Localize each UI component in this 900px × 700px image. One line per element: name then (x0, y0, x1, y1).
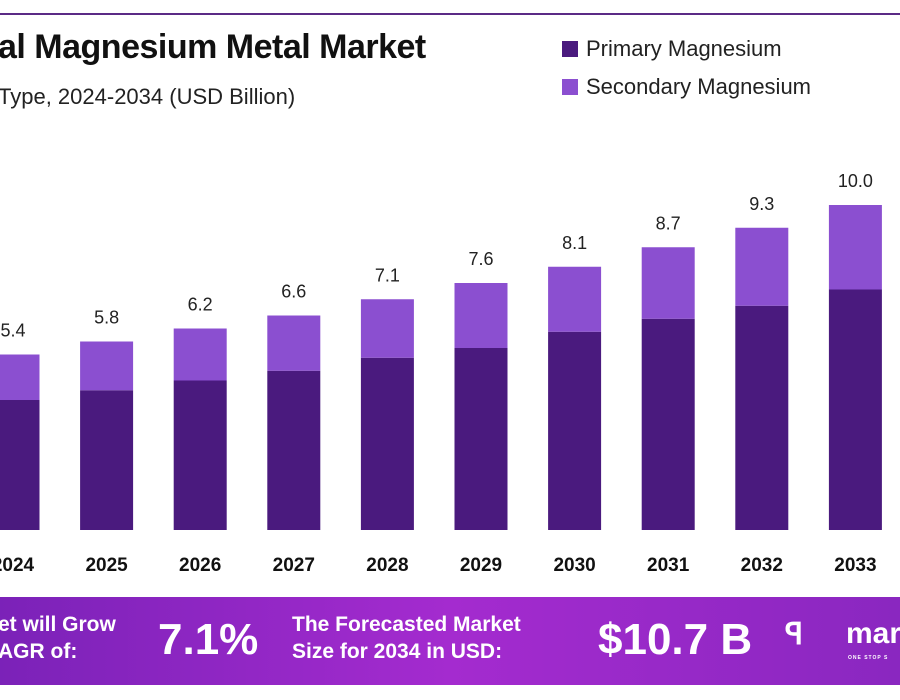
top-divider (0, 13, 900, 15)
x-tick-2025: 2025 (85, 555, 128, 576)
x-tick-2028: 2028 (366, 555, 408, 576)
bar-primary-2033 (828, 289, 882, 530)
data-label-2025: 5.8 (94, 308, 119, 328)
x-tick-2033: 2033 (834, 555, 876, 576)
bar-secondary-2031 (641, 247, 695, 319)
logo-text: mar (846, 617, 900, 650)
bar-primary-2032 (735, 305, 789, 530)
bar-secondary-2025 (80, 341, 134, 391)
chart-title: al Magnesium Metal Market (0, 28, 426, 66)
bar-secondary-2030 (548, 266, 602, 332)
cagr-value: 7.1% (158, 615, 259, 664)
forecast-label: The Forecasted Market Size for 2034 in US… (292, 613, 521, 663)
x-tick-2029: 2029 (460, 555, 502, 576)
bar-primary-2029 (454, 348, 508, 530)
data-label-2032: 9.3 (749, 194, 774, 214)
x-tick-2024: 2024 (0, 555, 35, 576)
logo-icon: ꟼ (785, 618, 804, 651)
data-label-2029: 7.6 (468, 249, 493, 269)
data-label-2026: 6.2 (188, 295, 213, 315)
legend-swatch-secondary (562, 79, 578, 95)
bar-primary-2024 (0, 400, 40, 530)
bar-secondary-2024 (0, 354, 40, 400)
forecast-value: $10.7 B (598, 615, 753, 664)
x-tick-2030: 2030 (553, 555, 595, 576)
legend-label-secondary: Secondary Magnesium (586, 74, 812, 99)
bar-chart: 5.4 2024 5.8 2025 6.2 2026 6.6 2027 7.1 2028 7.6 20… (0, 171, 882, 576)
bar-secondary-2026 (173, 328, 227, 381)
legend-swatch-primary (562, 41, 578, 57)
bar-primary-2028 (360, 357, 414, 530)
legend: Primary Magnesium Secondary Magnesium (562, 30, 811, 106)
growth-label: et will Grow AGR of: (0, 613, 116, 663)
bar-secondary-2027 (267, 315, 321, 371)
bar-secondary-2029 (454, 283, 508, 348)
data-label-2031: 8.7 (656, 213, 681, 233)
x-tick-2032: 2032 (741, 555, 783, 576)
legend-item-primary: Primary Magnesium (562, 30, 811, 68)
x-tick-2026: 2026 (179, 555, 221, 576)
summary-banner: et will Grow AGR of: 7.1% The Forecasted … (0, 597, 900, 685)
x-tick-2027: 2027 (273, 555, 315, 576)
data-label-2028: 7.1 (375, 265, 400, 285)
bar-secondary-2033 (828, 205, 882, 290)
data-label-2030: 8.1 (562, 233, 587, 253)
bar-primary-2031 (641, 318, 695, 530)
bar-secondary-2028 (360, 299, 414, 358)
bar-primary-2027 (267, 370, 321, 530)
bar-primary-2026 (173, 380, 227, 530)
data-label-2027: 6.6 (281, 282, 306, 302)
legend-item-secondary: Secondary Magnesium (562, 68, 811, 106)
bar-secondary-2032 (735, 227, 789, 306)
bar-primary-2025 (80, 390, 134, 530)
chart-subtitle: Type, 2024-2034 (USD Billion) (0, 84, 296, 109)
legend-label-primary: Primary Magnesium (586, 36, 782, 61)
data-label-2024: 5.4 (0, 321, 25, 341)
data-label-2033: 10.0 (838, 171, 873, 191)
logo-tagline: ONE STOP S (848, 655, 889, 661)
bar-primary-2030 (548, 331, 602, 530)
x-tick-2031: 2031 (647, 555, 690, 576)
